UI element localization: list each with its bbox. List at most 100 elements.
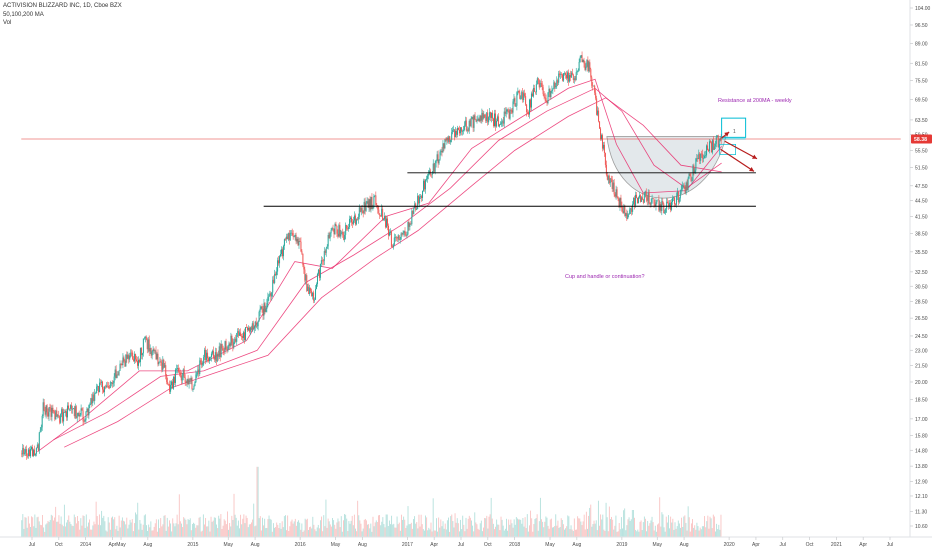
candle-body bbox=[343, 235, 345, 240]
volume-indicator-label[interactable]: Vol bbox=[3, 20, 12, 26]
candle-body bbox=[250, 327, 252, 330]
candle bbox=[54, 409, 56, 422]
candle-body bbox=[214, 352, 216, 360]
candle bbox=[521, 90, 523, 100]
candle bbox=[59, 415, 61, 425]
candle-body bbox=[309, 288, 311, 295]
volume-bar bbox=[135, 512, 136, 537]
candle bbox=[216, 352, 218, 363]
candle bbox=[311, 288, 313, 297]
current-price-badge[interactable] bbox=[911, 134, 932, 144]
time-axis[interactable]: Jul Oct 2014 Apr May Aug 2015 May Aug 2016 May Aug 2… bbox=[0, 536, 932, 548]
candle bbox=[190, 375, 192, 385]
volume-bar bbox=[380, 525, 382, 537]
volume-bar bbox=[352, 525, 354, 537]
candle bbox=[391, 244, 393, 248]
pattern-note[interactable]: Cup and handle or continuation? bbox=[565, 274, 645, 280]
ma-indicator-label[interactable]: 50,100,200 MA bbox=[3, 11, 44, 18]
volume-bar bbox=[31, 516, 33, 537]
price-axis-tick-label: 14.80 bbox=[915, 448, 928, 454]
volume-bar bbox=[664, 531, 666, 537]
candle bbox=[641, 192, 643, 201]
candle-body bbox=[290, 232, 292, 234]
candle-body bbox=[677, 191, 679, 203]
volume-bar bbox=[455, 522, 457, 537]
candle-body bbox=[71, 409, 73, 410]
candle-body bbox=[31, 447, 33, 456]
candle bbox=[46, 403, 48, 417]
volume-bar bbox=[109, 529, 111, 537]
time-axis-tick-label: Aug bbox=[572, 542, 581, 548]
candle bbox=[555, 82, 557, 90]
volume-bar bbox=[178, 494, 180, 537]
candle-body bbox=[562, 74, 564, 81]
price-axis[interactable]: 104.0096.5089.0081.5075.5069.5063.5059.5… bbox=[909, 0, 932, 537]
candle bbox=[319, 263, 321, 281]
candle bbox=[328, 231, 330, 239]
volume-bar bbox=[91, 529, 93, 537]
volume-bar bbox=[582, 521, 584, 537]
candle-body bbox=[194, 382, 196, 386]
candle-body bbox=[224, 341, 226, 351]
volume-bar bbox=[156, 531, 158, 537]
candle bbox=[419, 194, 421, 208]
volume-bar bbox=[183, 517, 185, 537]
candle bbox=[430, 174, 432, 178]
candle-body bbox=[352, 220, 354, 224]
candle bbox=[662, 197, 664, 205]
candle-body bbox=[134, 353, 136, 362]
resistance-note[interactable]: Resistance at 200MA - weekly bbox=[718, 98, 792, 104]
candle bbox=[331, 226, 333, 231]
candle bbox=[631, 206, 633, 216]
volume-bar bbox=[716, 523, 718, 537]
volume-bar bbox=[647, 520, 649, 537]
volume-bar bbox=[541, 519, 542, 537]
candle-body bbox=[521, 92, 523, 99]
candle-body bbox=[351, 222, 353, 224]
candle-body bbox=[396, 237, 398, 239]
volume-bar bbox=[129, 519, 131, 537]
time-axis-tick-label: 2014 bbox=[80, 542, 91, 548]
candle bbox=[368, 198, 370, 212]
candle bbox=[186, 378, 188, 388]
candle-body bbox=[558, 73, 560, 83]
candle bbox=[601, 133, 603, 141]
volume-bar bbox=[521, 523, 523, 537]
volume-bar bbox=[133, 523, 135, 537]
handle-arrow-upper[interactable] bbox=[724, 140, 758, 160]
candle bbox=[637, 196, 639, 204]
volume-bar bbox=[356, 531, 358, 537]
candle-body bbox=[106, 385, 108, 387]
volume-bar bbox=[578, 518, 580, 537]
candle-body bbox=[603, 144, 605, 154]
horizontal-levels[interactable] bbox=[21, 138, 901, 207]
candle-body bbox=[376, 205, 378, 206]
volume-bar bbox=[151, 530, 153, 537]
candle-body bbox=[422, 190, 424, 198]
target-box[interactable] bbox=[721, 117, 747, 138]
candle-body bbox=[639, 195, 641, 202]
candle bbox=[456, 128, 458, 138]
candle bbox=[305, 273, 307, 285]
candle bbox=[572, 73, 574, 83]
candle-body bbox=[503, 111, 505, 124]
handle-arrow-lower[interactable] bbox=[720, 148, 755, 172]
candle-body bbox=[275, 273, 277, 276]
volume-bar bbox=[302, 531, 304, 537]
volume-bar bbox=[407, 506, 409, 537]
volume-bar bbox=[558, 527, 560, 537]
drawings[interactable] bbox=[719, 117, 758, 172]
candle-body bbox=[297, 238, 299, 246]
volume-bar bbox=[472, 525, 474, 537]
candle-body bbox=[202, 364, 204, 366]
candle bbox=[388, 229, 390, 237]
candle bbox=[266, 298, 268, 313]
candle-body bbox=[569, 75, 571, 78]
volume-bar bbox=[217, 528, 219, 537]
candle bbox=[137, 356, 139, 369]
candle bbox=[354, 213, 356, 226]
candle-body bbox=[322, 260, 324, 262]
chart-legend[interactable]: ACTIVISION BLIZZARD INC, 1D, Cboe BZX 50… bbox=[3, 2, 122, 28]
